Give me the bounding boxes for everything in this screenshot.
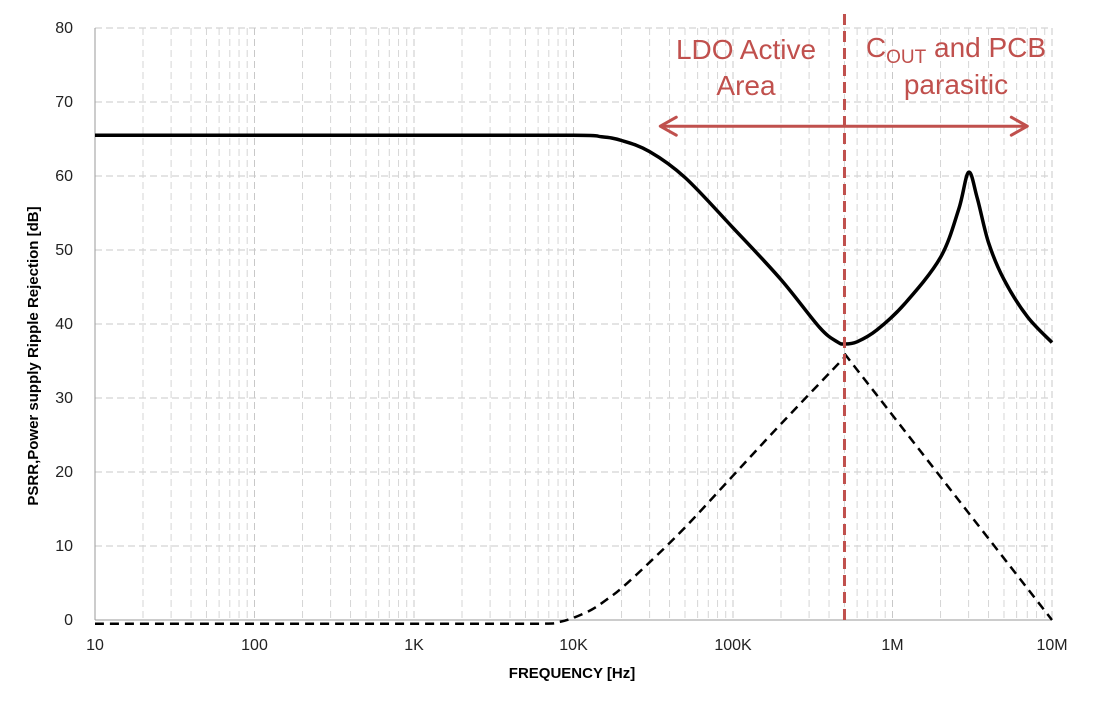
y-tick-label: 60 [55,168,73,185]
range-arrow-head-right [1009,115,1029,137]
x-tick-label: 10M [1036,637,1067,654]
grid [94,27,1053,621]
annotation-cout-rest: and PCB [926,32,1046,63]
y-tick-label: 70 [55,94,73,111]
y-tick-label: 10 [55,538,73,555]
annotation-cout-line1: COUT and PCB [866,32,1046,68]
y-tick-label: 40 [55,316,73,333]
annotation-cout-subscript: OUT [886,47,927,68]
x-tick-label: 10 [86,637,104,654]
y-tick-label: 30 [55,390,73,407]
annotation-ldo-line1: LDO Active [676,34,816,65]
annotation-cout-c: C [866,32,886,63]
annotation-ldo-line2: Area [716,70,776,101]
x-tick-label: 100 [241,637,268,654]
x-axis-title: FREQUENCY [Hz] [509,665,635,682]
ticks: 0 10 20 30 40 50 60 70 80 10 100 1K 10K 100K 1M 10M [55,20,1067,654]
y-tick-label: 0 [64,612,73,629]
y-axis-title: PSRR,Power supply Ripple Rejection [dB] [25,206,42,505]
x-tick-label: 10K [559,637,588,654]
series-2-line [843,352,1053,621]
x-tick-label: 1M [881,637,903,654]
y-tick-label: 50 [55,242,73,259]
range-arrow-head-left [658,115,678,137]
series-1-line [94,356,846,626]
y-tick-label: 20 [55,464,73,481]
x-tick-label: 1K [404,637,424,654]
x-tick-label: 100K [714,637,752,654]
markers [658,14,1029,620]
y-tick-label: 80 [55,20,73,37]
curves [94,133,1054,626]
series-0-line [95,133,1054,346]
annotation-cout-line2: parasitic [904,69,1008,100]
